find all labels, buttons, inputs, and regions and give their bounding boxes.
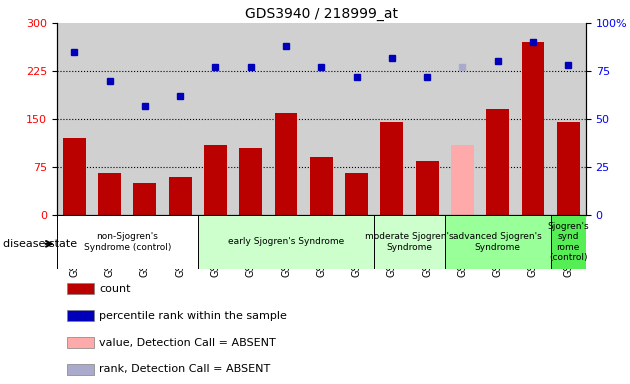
Text: count: count <box>99 284 130 294</box>
Text: percentile rank within the sample: percentile rank within the sample <box>99 311 287 321</box>
Bar <box>345 174 368 215</box>
Bar <box>239 148 262 215</box>
Bar <box>557 122 580 215</box>
Bar <box>198 23 233 215</box>
Bar <box>163 23 198 215</box>
Bar <box>98 174 121 215</box>
Bar <box>310 157 333 215</box>
Bar <box>551 215 586 269</box>
Bar <box>67 310 94 321</box>
Bar <box>480 23 515 215</box>
Bar <box>410 23 445 215</box>
Text: disease state: disease state <box>3 239 77 249</box>
Bar <box>67 364 94 375</box>
Bar <box>381 122 403 215</box>
Bar <box>445 23 480 215</box>
Bar <box>57 215 198 269</box>
Bar <box>127 23 163 215</box>
Bar <box>522 42 544 215</box>
Bar <box>551 23 586 215</box>
Text: non-Sjogren's
Syndrome (control): non-Sjogren's Syndrome (control) <box>84 232 171 252</box>
Bar <box>57 23 92 215</box>
Bar <box>233 23 268 215</box>
Text: value, Detection Call = ABSENT: value, Detection Call = ABSENT <box>99 338 276 348</box>
Text: moderate Sjogren's
Syndrome: moderate Sjogren's Syndrome <box>365 232 454 252</box>
Bar <box>374 215 445 269</box>
Bar <box>67 283 94 294</box>
Bar <box>515 23 551 215</box>
Bar <box>92 23 127 215</box>
Bar <box>416 161 438 215</box>
Bar <box>198 215 374 269</box>
Text: early Sjogren's Syndrome: early Sjogren's Syndrome <box>228 237 344 247</box>
Text: advanced Sjogren's
Syndrome: advanced Sjogren's Syndrome <box>454 232 542 252</box>
Text: rank, Detection Call = ABSENT: rank, Detection Call = ABSENT <box>99 364 270 374</box>
Bar <box>486 109 509 215</box>
Title: GDS3940 / 218999_at: GDS3940 / 218999_at <box>245 7 398 21</box>
Bar <box>63 138 86 215</box>
Bar <box>374 23 410 215</box>
Bar <box>275 113 297 215</box>
Bar <box>451 145 474 215</box>
Bar <box>67 337 94 348</box>
Bar <box>204 145 227 215</box>
Bar <box>169 177 192 215</box>
Text: Sjogren's
synd
rome
(control): Sjogren's synd rome (control) <box>547 222 589 262</box>
Bar <box>339 23 374 215</box>
Bar <box>134 183 156 215</box>
Bar <box>268 23 304 215</box>
Bar <box>304 23 339 215</box>
Bar <box>445 215 551 269</box>
